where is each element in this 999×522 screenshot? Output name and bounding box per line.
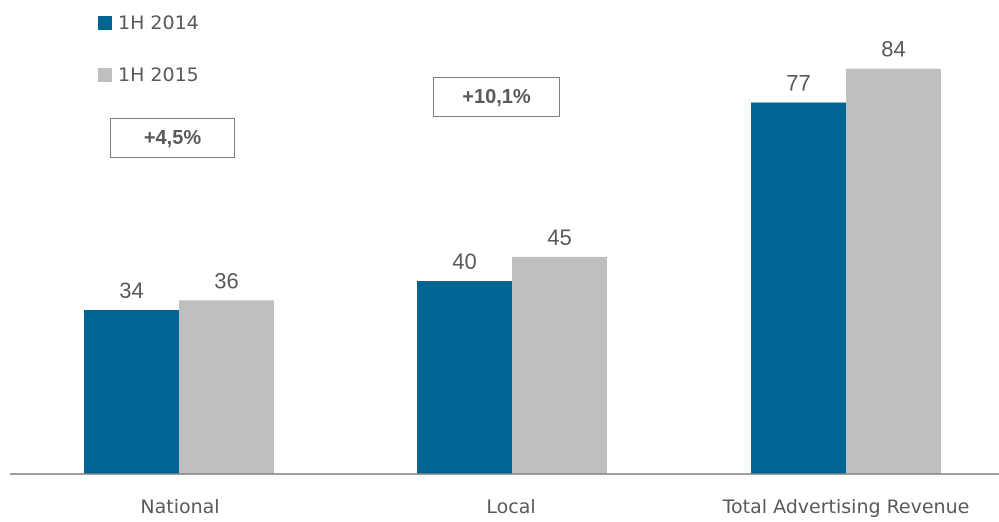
data-label-local-s1: 40 (452, 249, 476, 274)
x-tick-label-local: Local (486, 496, 535, 518)
data-label-total-advertising-revenue-s1: 77 (786, 71, 810, 96)
x-tick-label-total-advertising-revenue: Total Advertising Revenue (722, 496, 970, 518)
legend-swatch-1h-2014 (98, 16, 112, 30)
data-label-total-advertising-revenue-s2: 84 (881, 37, 905, 62)
growth-annotation-local: +10,1% (433, 77, 560, 117)
legend-item-1h-2014: 1H 2014 (98, 8, 199, 38)
legend-swatch-1h-2015 (98, 68, 112, 82)
legend-label-1h-2015: 1H 2015 (118, 64, 199, 86)
data-label-national-s1: 34 (119, 278, 143, 303)
bar-local-s1 (417, 281, 512, 474)
bar-total-advertising-revenue-s1 (751, 102, 846, 475)
x-tick-label-national: National (140, 496, 219, 518)
growth-annotation-national: +4,5% (110, 118, 235, 158)
data-label-local-s2: 45 (547, 225, 571, 250)
legend: 1H 2014 1H 2015 (98, 8, 199, 112)
legend-label-1h-2014: 1H 2014 (118, 12, 199, 34)
data-label-national-s2: 36 (214, 268, 238, 293)
bar-national-s2 (179, 300, 274, 474)
legend-item-1h-2015: 1H 2015 (98, 60, 199, 90)
bar-local-s2 (512, 256, 607, 474)
bar-total-advertising-revenue-s2 (846, 68, 941, 474)
bar-national-s1 (84, 309, 179, 474)
